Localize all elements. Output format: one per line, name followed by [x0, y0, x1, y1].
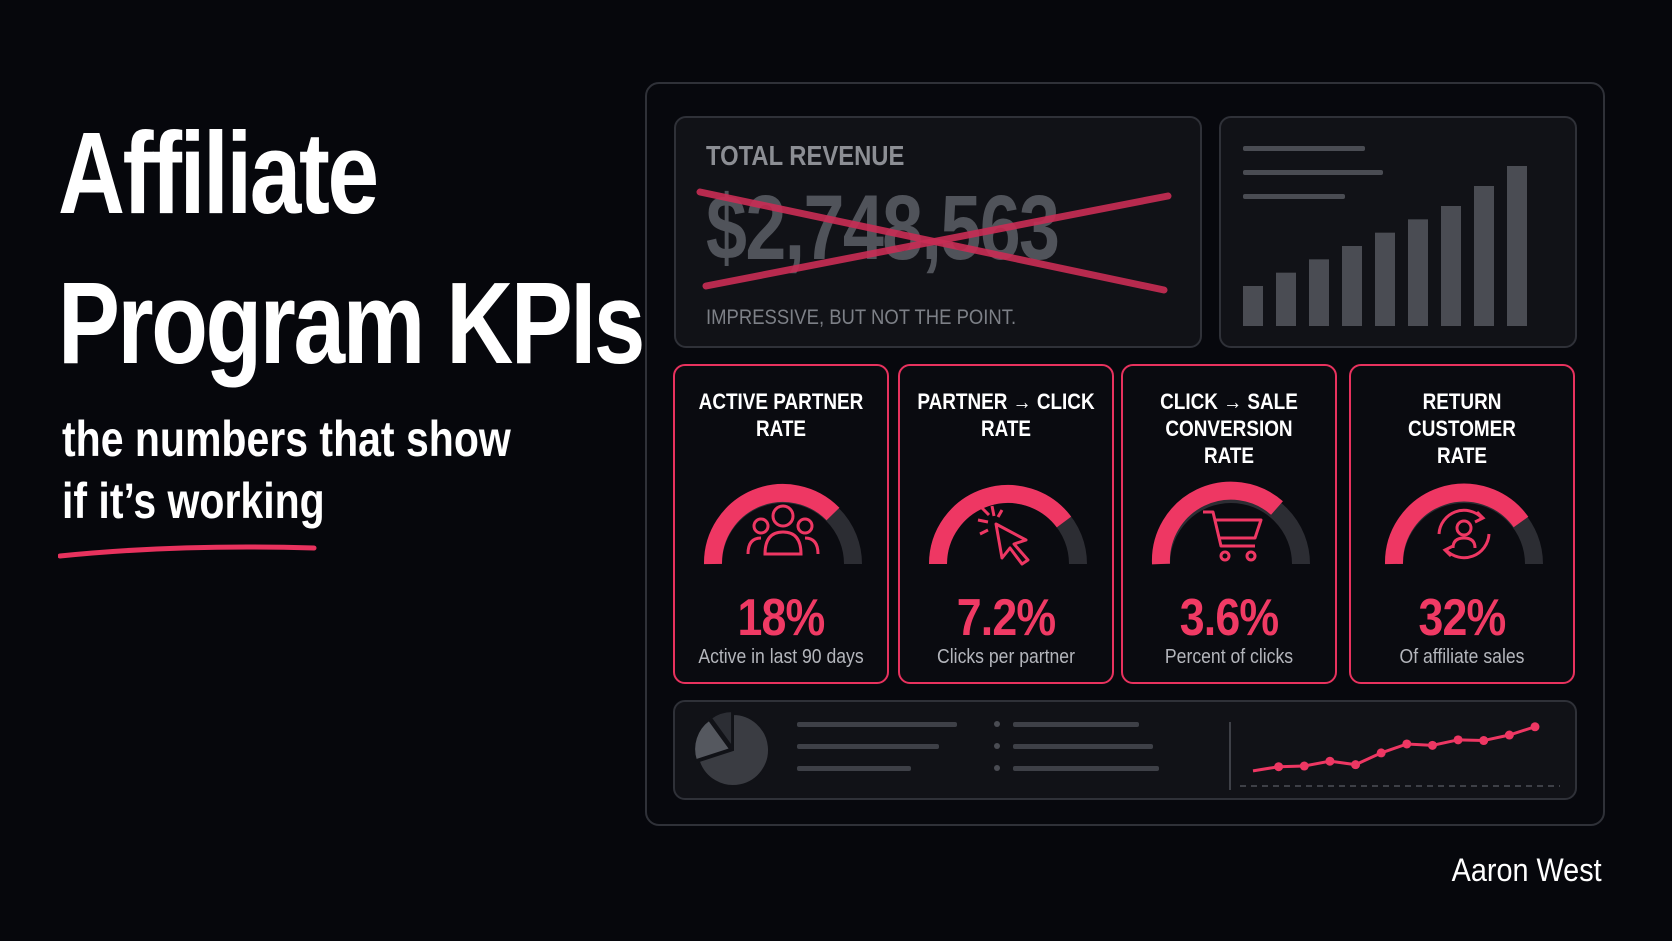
kpi-value: 32% [1418, 589, 1507, 647]
line-point [1274, 762, 1284, 772]
kpi-card-partner-click-rate: PARTNER → CLICK RATE 7.2% Clicks per par… [898, 364, 1114, 684]
bullet-dot [994, 743, 1000, 749]
dashboard-frame: TOTAL REVENUE $2,748,563 IMPRESSIVE, BUT… [645, 82, 1605, 826]
bullet-dot [994, 765, 1000, 771]
accent-underline [58, 544, 317, 559]
bar [1342, 246, 1362, 326]
bar [1276, 272, 1296, 326]
line-point [1479, 736, 1489, 746]
placeholder-line [797, 744, 939, 749]
line-point [1453, 735, 1463, 745]
shopping-cart-icon [1203, 510, 1263, 562]
kpi-value: 3.6% [1179, 589, 1279, 647]
placeholder-line [1243, 194, 1345, 199]
subtitle-line-2: if it’s working [62, 473, 325, 529]
pie-slice [693, 718, 732, 762]
cursor-click-icon [977, 505, 1030, 566]
kpi-card-return-customer-rate: RETURN CUSTOMER RATE 32% Of affiliate sa… [1349, 364, 1575, 684]
subtitle: the numbers that show if it’s working [62, 408, 511, 532]
kpi-caption: Of affiliate sales [1399, 646, 1525, 668]
bar-chart [1243, 146, 1527, 326]
line-point [1376, 748, 1386, 758]
returning-user-icon [1437, 508, 1491, 560]
revenue-panel: TOTAL REVENUE $2,748,563 IMPRESSIVE, BUT… [674, 116, 1202, 348]
kpi-title: PARTNER → CLICK RATE [917, 389, 1095, 441]
bar [1441, 206, 1461, 326]
line-point [1299, 761, 1309, 771]
strikethrough-x-icon [696, 188, 1172, 294]
line-point [1427, 740, 1437, 750]
headline-line-2: Program KPIs [58, 258, 645, 388]
author-name: Aaron West [1452, 852, 1602, 888]
kpi-caption: Active in last 90 days [698, 646, 864, 668]
bar [1243, 286, 1263, 326]
people-icon [746, 504, 820, 556]
kpi-card-active-partner-rate: ACTIVE PARTNER RATE 18% Active in last 9… [673, 364, 889, 684]
gauge [1151, 481, 1310, 565]
revenue-note: IMPRESSIVE, BUT NOT THE POINT. [706, 306, 1017, 329]
kpi-caption: Percent of clicks [1164, 646, 1294, 668]
kpi-title: CLICK → SALE CONVERSION RATE [1160, 389, 1298, 468]
placeholder-line [797, 722, 957, 727]
subtitle-line-1: the numbers that show [62, 411, 511, 467]
pie-slice [709, 710, 734, 751]
kpi-value: 7.2% [956, 589, 1056, 647]
kpi-title: RETURN CUSTOMER RATE [1408, 389, 1516, 468]
kpi-caption: Clicks per partner [937, 646, 1075, 668]
bar [1309, 259, 1329, 326]
gauge [929, 485, 1087, 566]
pie-slice [697, 712, 770, 787]
placeholder-line [1243, 146, 1365, 151]
line-point [1351, 760, 1361, 770]
placeholder-line [1243, 170, 1383, 175]
bullet-dot [994, 721, 1000, 727]
line-series [1252, 725, 1536, 773]
line-point [1402, 739, 1412, 749]
bar [1474, 186, 1494, 326]
bar [1375, 232, 1395, 326]
line-point [1325, 756, 1335, 766]
placeholder-line [1013, 744, 1153, 749]
summary-graphics [693, 710, 1560, 790]
kpi-card-click-sale-conversion-rate: CLICK → SALE CONVERSION RATE 3.6% Percen… [1121, 364, 1337, 684]
headline-line-1: Affiliate [58, 108, 379, 238]
line-point [1504, 730, 1514, 740]
gauge [703, 483, 862, 565]
placeholder-line [1013, 722, 1139, 727]
bottom-summary-panel [673, 700, 1577, 800]
headline: Affiliate Program KPIs [58, 98, 645, 398]
placeholder-line [1013, 766, 1159, 771]
bar [1507, 166, 1527, 326]
revenue-label: TOTAL REVENUE [706, 140, 905, 171]
kpi-title: ACTIVE PARTNER RATE [698, 389, 864, 441]
bar-chart-panel [1219, 116, 1577, 348]
kpi-value: 18% [737, 589, 826, 647]
bar [1408, 219, 1428, 326]
gauge [1384, 483, 1543, 565]
placeholder-line [797, 766, 911, 771]
line-point [1530, 722, 1540, 732]
